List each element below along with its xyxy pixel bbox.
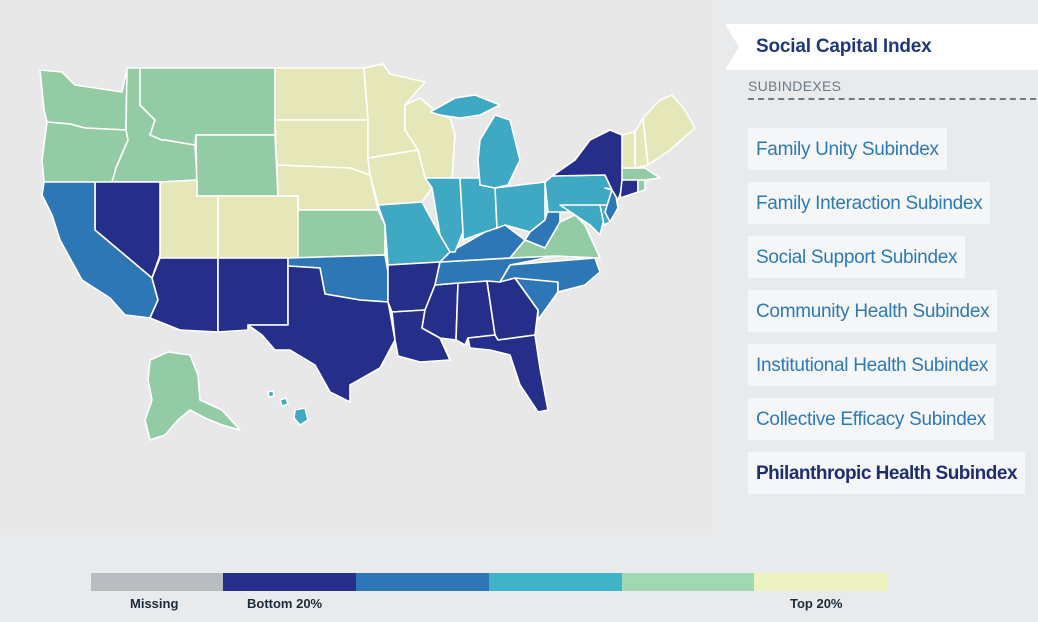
state-MI[interactable] bbox=[477, 114, 521, 189]
state-WY[interactable] bbox=[195, 134, 279, 197]
index-title-tab[interactable]: Social Capital Index bbox=[725, 24, 1038, 70]
legend-swatch-missing bbox=[91, 573, 223, 591]
legend-label-top: Top 20% bbox=[790, 596, 843, 611]
state-MT[interactable] bbox=[139, 67, 276, 146]
state-CO[interactable] bbox=[217, 195, 299, 259]
legend-swatch-bin-4 bbox=[622, 573, 754, 591]
subindex-institutional-health-button[interactable]: Institutional Health Subindex bbox=[748, 344, 997, 386]
subindex-collective-efficacy-button[interactable]: Collective Efficacy Subindex bbox=[748, 398, 994, 440]
us-states-map bbox=[39, 63, 696, 441]
state-WA[interactable] bbox=[39, 67, 128, 131]
dashed-divider bbox=[748, 98, 1036, 100]
index-title: Social Capital Index bbox=[756, 36, 932, 57]
state-VA[interactable] bbox=[509, 214, 601, 259]
state-WI[interactable] bbox=[404, 97, 456, 179]
state-CA[interactable] bbox=[41, 181, 159, 319]
state-IA[interactable] bbox=[367, 149, 433, 206]
state-AZ[interactable] bbox=[149, 257, 219, 333]
state-FL[interactable] bbox=[467, 334, 549, 413]
state-HI-small-1[interactable] bbox=[279, 397, 289, 407]
legend-swatch-bin-2 bbox=[356, 573, 489, 591]
subindex-community-health-button[interactable]: Community Health Subindex bbox=[748, 290, 998, 332]
state-AK[interactable] bbox=[144, 351, 241, 441]
state-HI-small-2[interactable] bbox=[267, 390, 275, 398]
state-OH[interactable] bbox=[494, 181, 546, 233]
state-KS[interactable] bbox=[297, 209, 386, 259]
legend-label-bottom: Bottom 20% bbox=[247, 596, 323, 611]
legend-swatch-bin-3 bbox=[489, 573, 622, 591]
state-NC[interactable] bbox=[499, 257, 601, 293]
legend-label-missing: Missing bbox=[130, 596, 179, 611]
subindex-philanthropic-health-button[interactable]: Philanthropic Health Subindex bbox=[748, 452, 1026, 494]
subindex-family-unity-button[interactable]: Family Unity Subindex bbox=[748, 128, 947, 170]
state-ND[interactable] bbox=[274, 67, 369, 121]
state-TX[interactable] bbox=[247, 265, 396, 403]
legend-swatch-bin-5 bbox=[754, 573, 887, 591]
legend-swatch-bin-1 bbox=[223, 573, 356, 591]
subindex-social-support-button[interactable]: Social Support Subindex bbox=[748, 236, 966, 278]
state-VT[interactable] bbox=[621, 131, 636, 169]
state-MI-UP[interactable] bbox=[429, 94, 501, 119]
state-MA[interactable] bbox=[621, 167, 661, 181]
state-NM[interactable] bbox=[217, 257, 289, 333]
subindex-family-interaction-button[interactable]: Family Interaction Subindex bbox=[748, 182, 991, 224]
choropleth-map bbox=[39, 63, 696, 441]
subindexes-heading: SUBINDEXES bbox=[748, 78, 842, 94]
state-ME[interactable] bbox=[642, 94, 696, 166]
tab-arrow-shape bbox=[725, 24, 739, 70]
state-CT[interactable] bbox=[619, 177, 639, 199]
state-HI[interactable] bbox=[293, 407, 309, 426]
